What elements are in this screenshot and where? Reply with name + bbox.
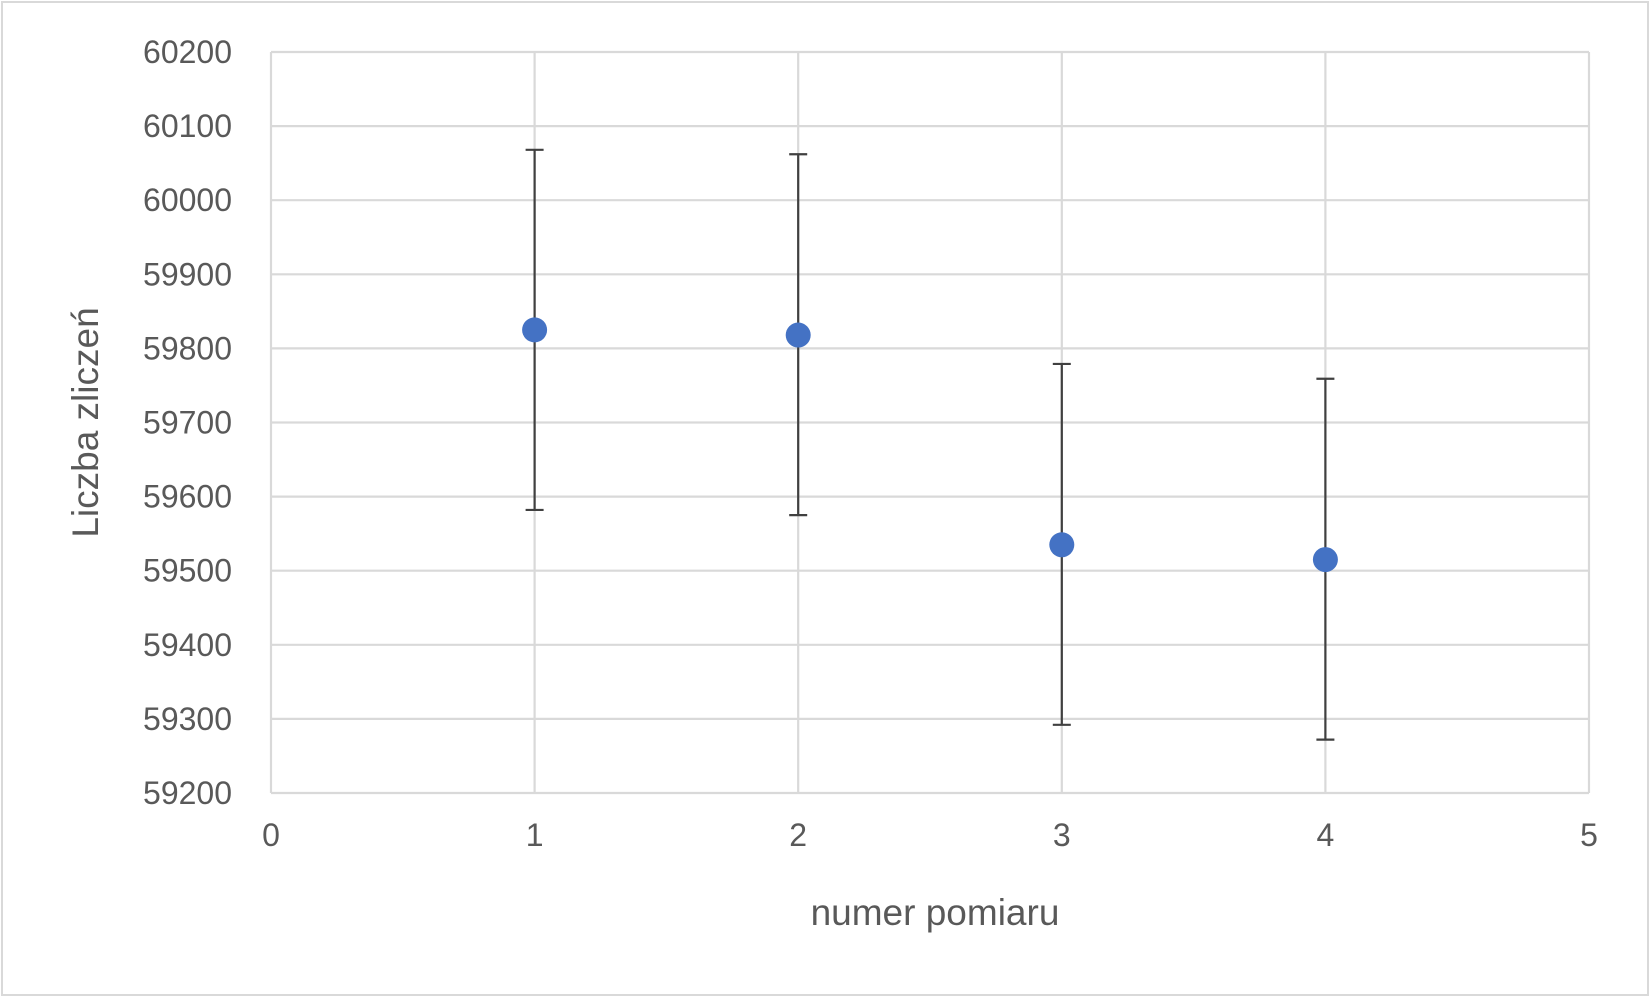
- y-tick-label: 60000: [143, 182, 232, 218]
- data-points: [522, 317, 1338, 573]
- y-tick-label: 60100: [143, 108, 232, 144]
- y-axis-title: Liczba zliczeń: [65, 307, 106, 537]
- y-tick-label: 59900: [143, 256, 232, 292]
- data-point: [1312, 547, 1338, 573]
- y-tick-label: 59500: [143, 553, 232, 589]
- data-point: [1049, 532, 1075, 558]
- data-point: [785, 322, 811, 348]
- x-tick-label: 0: [262, 817, 280, 853]
- x-tick-label: 5: [1580, 817, 1598, 853]
- y-tick-label: 59200: [143, 775, 232, 811]
- y-tick-label: 59800: [143, 330, 232, 366]
- data-point: [522, 317, 548, 343]
- y-tick-label: 60200: [143, 34, 232, 70]
- error-bars: [525, 148, 1335, 741]
- x-axis-title: numer pomiaru: [811, 892, 1060, 933]
- y-tick-label: 59400: [143, 627, 232, 663]
- y-tick-label: 59600: [143, 479, 232, 515]
- x-tick-label: 3: [1053, 817, 1071, 853]
- x-tick-label: 4: [1317, 817, 1335, 853]
- gridlines: [269, 50, 1591, 795]
- y-axis-tick-labels: 59200 59300 59400 59500 59600 59700 59800 59900…: [143, 34, 232, 811]
- x-tick-label: 2: [789, 817, 807, 853]
- y-tick-label: 59300: [143, 701, 232, 737]
- y-tick-label: 59700: [143, 405, 232, 441]
- x-tick-label: 1: [526, 817, 544, 853]
- x-axis-tick-labels: 0 1 2 3 4 5: [262, 817, 1598, 853]
